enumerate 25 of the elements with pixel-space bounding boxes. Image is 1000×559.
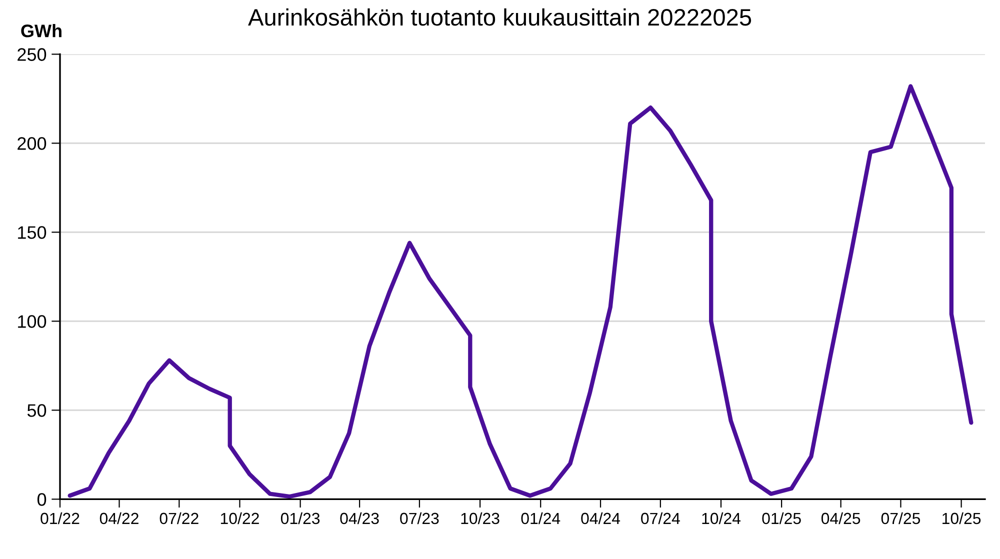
y-axis-title: GWh (21, 24, 62, 38)
x-tick-label: 07/25 (881, 512, 920, 524)
x-tick-label: 10/23 (461, 512, 500, 524)
y-tick-label: 200 (18, 137, 46, 150)
x-tick-label: 01/25 (762, 512, 801, 524)
x-tick-label: 04/23 (340, 512, 379, 524)
chart-title: Aurinkosähkön tuotanto kuukausittain 20222025 (248, 8, 752, 26)
x-tick-label: 01/23 (280, 512, 320, 524)
x-tick-label: 07/23 (400, 512, 439, 524)
x-tick-label: 10/24 (702, 512, 741, 524)
line-series (68, 84, 974, 499)
x-tick-label: 01/22 (40, 512, 80, 524)
x-tick-label: 07/24 (641, 512, 680, 524)
y-tick-label: 0 (37, 493, 46, 506)
x-tick-label: 04/24 (581, 512, 620, 524)
y-tick-label: 250 (18, 48, 46, 61)
x-tick-label: 04/25 (821, 512, 860, 524)
x-tick-label: 10/25 (942, 512, 981, 524)
y-tick-label: 100 (18, 315, 46, 328)
y-tick-label: 150 (18, 226, 46, 239)
x-tick-label: 10/22 (220, 512, 259, 524)
y-tick-label: 50 (27, 404, 46, 417)
x-tick-label: 01/24 (521, 512, 560, 524)
x-tick-label: 04/22 (100, 512, 138, 524)
x-tick-label: 07/22 (160, 512, 198, 524)
